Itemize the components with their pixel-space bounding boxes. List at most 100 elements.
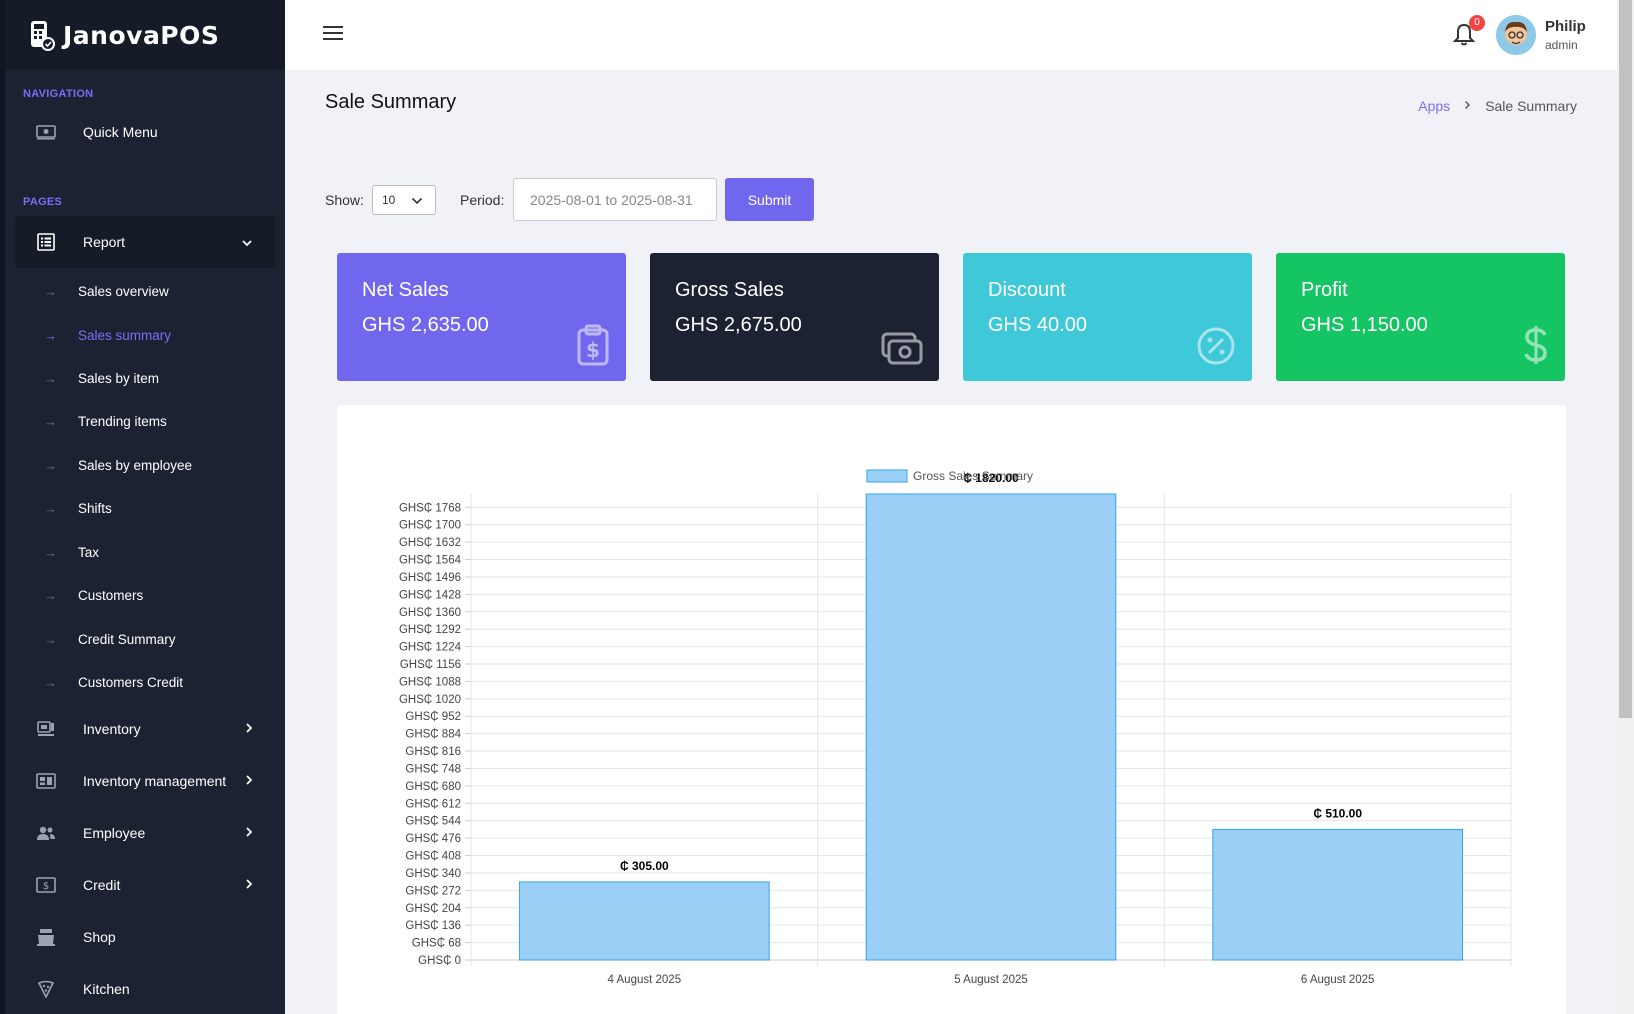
y-tick-label: GHS₵ 1564 (399, 555, 462, 567)
cash-icon (881, 332, 923, 371)
sidebar-item-label: Credit (83, 877, 121, 893)
user-name[interactable]: Philip (1545, 18, 1586, 35)
card-value: GHS 2,675.00 (675, 314, 802, 336)
sidebar-subitem-tax[interactable]: → Tax (15, 537, 275, 567)
svg-text:$: $ (586, 338, 600, 362)
card-title: Gross Sales (675, 279, 784, 301)
sidebar-subitem-sales-by-item[interactable]: → Sales by item (15, 363, 275, 393)
y-tick-label: GHS₵ 204 (405, 903, 461, 915)
sidebar-item-quick-menu[interactable]: Quick Menu (15, 106, 275, 158)
sidebar-subitem-customers[interactable]: → Customers (15, 580, 275, 610)
show-value: 10 (382, 193, 396, 207)
y-tick-label: GHS₵ 1156 (400, 659, 461, 671)
subitem-label: Shifts (78, 500, 112, 516)
sidebar-item-employee[interactable]: Employee (15, 807, 275, 859)
pages-section-title: PAGES (23, 196, 63, 208)
sidebar-item-label: Employee (83, 825, 146, 841)
y-tick-label: GHS₵ 952 (405, 711, 461, 723)
report-icon (35, 231, 57, 253)
gross-sales-card: Gross Sales GHS 2,675.00 (650, 253, 939, 381)
sidebar-item-label: Inventory (83, 721, 141, 737)
left-edge (0, 0, 5, 1014)
sidebar-item-report[interactable]: Report (15, 216, 275, 268)
legend-swatch (866, 469, 908, 483)
chevron-right-icon (1464, 99, 1471, 113)
data-label: ₵ 305.00 (620, 859, 669, 873)
sidebar-item-label: Report (83, 234, 126, 250)
sidebar-item-credit[interactable]: $ Credit (15, 859, 275, 911)
y-tick-label: GHS₵ 476 (405, 833, 461, 845)
subitem-label: Customers Credit (78, 674, 184, 690)
submit-button[interactable]: Submit (725, 178, 814, 221)
arrow-right-icon: → (44, 631, 57, 647)
sidebar-item-inventory-management[interactable]: Inventory management (15, 755, 275, 807)
notification-bell-icon[interactable] (1452, 22, 1476, 48)
brand-name: JanovaPOS (63, 20, 220, 50)
sidebar-item-inventory[interactable]: Inventory (15, 703, 275, 755)
period-input[interactable]: 2025-08-01 to 2025-08-31 (513, 178, 717, 221)
y-tick-label: GHS₵ 136 (405, 920, 461, 932)
sidebar-item-label: Kitchen (83, 981, 130, 997)
chevron-right-icon (245, 773, 253, 789)
subitem-label: Sales overview (78, 283, 169, 299)
y-tick-label: GHS₵ 884 (405, 729, 461, 741)
chart-panel: GHS₵ 0 GHS₵ 68 GHS₵ 136 GHS₵ 204 GHS₵ 272 GHS… (337, 405, 1566, 1014)
chevron-right-icon (245, 721, 253, 737)
breadcrumb-link-apps[interactable]: Apps (1418, 98, 1451, 114)
y-tick-label: GHS₵ 680 (405, 781, 461, 793)
bar (1212, 828, 1463, 961)
avatar[interactable] (1496, 15, 1536, 55)
notification-badge: 0 (1469, 15, 1485, 31)
x-tick-label: 6 August 2025 (1301, 974, 1375, 986)
percent-icon (1196, 326, 1236, 371)
sidebar-item-shop[interactable]: Shop (15, 911, 275, 963)
arrow-right-icon: → (44, 500, 57, 516)
data-label: ₵ 510.00 (1313, 806, 1362, 820)
brand[interactable]: JanovaPOS (5, 0, 285, 70)
subitem-label: Credit Summary (78, 631, 176, 647)
period-label: Period: (460, 192, 505, 208)
chevron-down-icon (411, 194, 423, 208)
sidebar-subitem-customers-credit[interactable]: → Customers Credit (15, 667, 275, 697)
scrollbar-thumb[interactable] (1619, 0, 1632, 718)
sidebar-subitem-sales-summary[interactable]: → Sales summary (15, 320, 275, 350)
y-tick-label: GHS₵ 1292 (399, 624, 461, 636)
sidebar-subitem-trending-items[interactable]: → Trending items (15, 406, 275, 436)
y-tick-label: GHS₵ 68 (412, 938, 461, 950)
y-tick-label: GHS₵ 816 (405, 746, 461, 758)
chevron-right-icon (245, 825, 253, 841)
sidebar-subitem-shifts[interactable]: → Shifts (15, 493, 275, 523)
y-tick-label: GHS₵ 1496 (399, 572, 461, 584)
dollar-icon (1523, 324, 1549, 371)
sidebar-item-kitchen[interactable]: Kitchen (15, 963, 275, 1014)
sidebar-item-label: Quick Menu (83, 124, 158, 140)
shop-icon (35, 926, 57, 948)
y-tick-label: GHS₵ 1020 (399, 694, 461, 706)
gross-sales-bar-chart: GHS₵ 0 GHS₵ 68 GHS₵ 136 GHS₵ 204 GHS₵ 272 GHS… (399, 469, 1512, 986)
card-title: Discount (988, 279, 1066, 301)
card-title: Profit (1301, 279, 1348, 301)
sidebar-item-label: Inventory management (83, 773, 227, 789)
sidebar-subitem-sales-by-employee[interactable]: → Sales by employee (15, 450, 275, 480)
sidebar-subitem-credit-summary[interactable]: → Credit Summary (15, 624, 275, 654)
y-tick-label: GHS₵ 544 (405, 816, 461, 828)
users-icon (35, 822, 57, 844)
x-tick-label: 5 August 2025 (954, 974, 1028, 986)
arrow-right-icon: → (44, 544, 57, 560)
x-tick-label: 4 August 2025 (608, 974, 682, 986)
show-entries-select[interactable]: 10 (372, 185, 436, 215)
sidebar-subitem-sales-overview[interactable]: → Sales overview (15, 276, 275, 306)
subitem-label: Sales by employee (78, 457, 193, 473)
discount-card: Discount GHS 40.00 (963, 253, 1252, 381)
y-tick-label: GHS₵ 340 (405, 868, 461, 880)
bar (519, 881, 770, 961)
bar (865, 493, 1117, 961)
inventory-management-icon (35, 770, 57, 792)
legend-label: Gross Sales Summary (913, 469, 1033, 483)
subitem-label: Trending items (78, 413, 167, 429)
y-tick-label: GHS₵ 272 (405, 885, 461, 897)
clipboard-dollar-icon: $ (576, 324, 610, 371)
y-tick-label: GHS₵ 408 (405, 851, 461, 863)
page-title: Sale Summary (325, 91, 457, 113)
menu-toggle-icon[interactable] (323, 26, 343, 44)
